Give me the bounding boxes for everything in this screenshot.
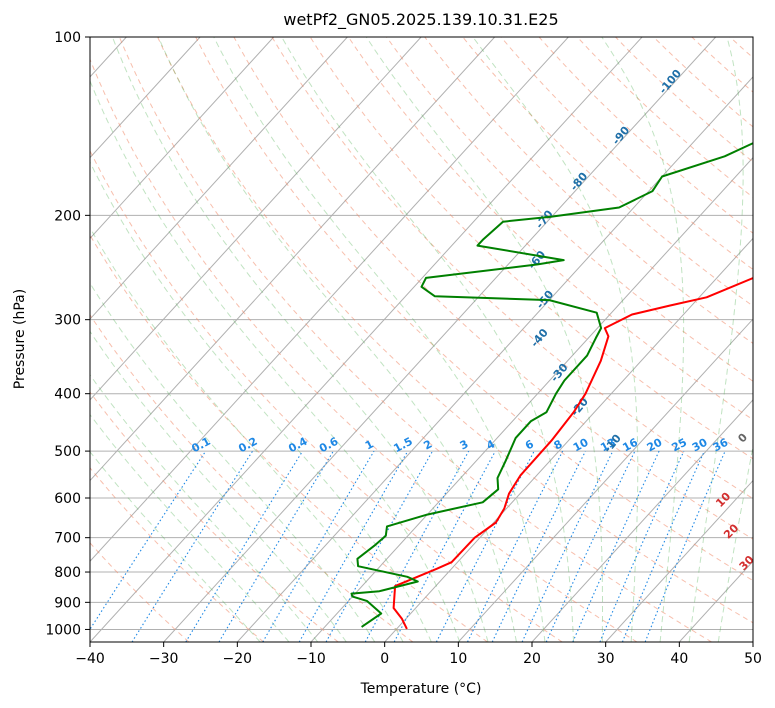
mixing-ratio-label: 16 bbox=[620, 436, 640, 455]
x-axis-label: Temperature (°C) bbox=[360, 681, 482, 697]
mixing-ratio-line bbox=[644, 450, 726, 642]
x-tick-label: 20 bbox=[523, 651, 541, 667]
x-tick-label: −10 bbox=[296, 651, 326, 667]
y-tick-label: 1000 bbox=[45, 622, 81, 638]
y-tick-label: 400 bbox=[54, 387, 81, 403]
moist-adiabat bbox=[688, 37, 744, 642]
mixing-ratio-line bbox=[90, 450, 207, 631]
moist-adiabat bbox=[90, 374, 319, 642]
dry-adiabat bbox=[90, 467, 264, 642]
mixing-ratio-line bbox=[599, 450, 685, 642]
y-tick-label: 100 bbox=[54, 30, 81, 46]
y-tick-label: 800 bbox=[54, 565, 81, 581]
moist-adiabat bbox=[472, 37, 639, 642]
moist-adiabat bbox=[90, 161, 432, 642]
dry-adiabat bbox=[233, 37, 753, 540]
y-axis: 100 200 300 400 500 600 700 800 900 1000 bbox=[45, 30, 90, 638]
y-tick-label: 200 bbox=[54, 208, 81, 224]
mixing-ratio-line bbox=[131, 450, 254, 642]
isotherm-line bbox=[90, 37, 496, 482]
mixing-ratio-label: 10 bbox=[571, 436, 591, 455]
x-tick-label: 10 bbox=[449, 651, 467, 667]
isotherm-line bbox=[457, 318, 753, 642]
isotherm-line bbox=[384, 237, 753, 642]
moist-adiabat bbox=[601, 37, 685, 642]
x-tick-label: 40 bbox=[670, 651, 688, 667]
isotherm-line bbox=[90, 37, 643, 642]
dry-adiabat bbox=[347, 37, 753, 421]
dry-adiabat bbox=[90, 234, 488, 642]
mixing-ratio-label: 30 bbox=[690, 436, 710, 455]
moist-adiabat bbox=[90, 282, 376, 642]
isotherm-line bbox=[90, 37, 348, 320]
mixing-ratio-label: 20 bbox=[645, 436, 665, 455]
dry-adiabat bbox=[157, 37, 753, 624]
mixing-ratio-line bbox=[621, 450, 705, 642]
dry-adiabat bbox=[90, 313, 414, 642]
moist-adiabat bbox=[90, 79, 461, 642]
chart-title: wetPf2_GN05.2025.139.10.31.E25 bbox=[283, 10, 558, 30]
isotherm-line bbox=[236, 76, 753, 642]
x-axis: −40 −30 −20 −10 0 10 20 30 40 50 bbox=[75, 642, 762, 667]
dewpoint-profile bbox=[350, 142, 753, 628]
isotherm-line bbox=[605, 479, 753, 642]
isotherm-line bbox=[90, 37, 275, 240]
mixing-ratio-line bbox=[572, 450, 660, 642]
mixing-ratio-line bbox=[325, 450, 433, 642]
profiles bbox=[350, 142, 753, 630]
mixing-ratio-line bbox=[467, 450, 564, 642]
mixing-ratio-line bbox=[393, 450, 496, 642]
x-tick-label: 30 bbox=[597, 651, 615, 667]
moist-adiabat bbox=[90, 330, 347, 642]
isotherm-line bbox=[310, 156, 753, 642]
x-tick-label: 0 bbox=[380, 651, 389, 667]
y-tick-label: 900 bbox=[54, 595, 81, 611]
x-tick-label: −30 bbox=[149, 651, 179, 667]
isotherm-line bbox=[90, 37, 201, 159]
dry-adiabat bbox=[386, 37, 753, 382]
background-lines bbox=[90, 37, 753, 642]
moist-adiabat bbox=[157, 37, 517, 642]
isotherm-line bbox=[531, 399, 753, 642]
dry-adiabat bbox=[195, 37, 753, 582]
y-tick-label: 700 bbox=[54, 531, 81, 547]
isotherm-line bbox=[90, 37, 422, 401]
isotherm-line bbox=[163, 37, 717, 642]
moist-adiabat bbox=[90, 226, 404, 642]
mixing-ratio-label: 36 bbox=[711, 436, 731, 455]
dry-adiabat bbox=[462, 37, 753, 307]
dry-adiabat bbox=[271, 37, 753, 500]
x-tick-label: 50 bbox=[744, 651, 762, 667]
mixing-ratio-label: 13 bbox=[598, 436, 618, 455]
x-tick-label: −40 bbox=[75, 651, 105, 667]
moist-adiabat bbox=[717, 444, 753, 642]
y-tick-label: 600 bbox=[54, 491, 81, 507]
mixing-ratio-line bbox=[364, 450, 470, 642]
moist-adiabat bbox=[281, 37, 575, 642]
y-tick-label: 300 bbox=[54, 313, 81, 329]
moist-adiabat bbox=[111, 37, 489, 642]
y-axis-label: Pressure (hPa) bbox=[12, 289, 28, 389]
isotherm-line bbox=[90, 37, 569, 562]
moist-adiabat bbox=[213, 37, 546, 642]
mixing-ratio-label: 25 bbox=[669, 436, 689, 455]
x-tick-label: −20 bbox=[223, 651, 253, 667]
dry-adiabat bbox=[90, 149, 563, 642]
y-tick-label: 500 bbox=[54, 444, 81, 460]
moist-adiabat bbox=[365, 37, 603, 642]
mixing-ratio-line bbox=[185, 450, 304, 642]
temperature-profile bbox=[392, 277, 753, 630]
plot-frame bbox=[89, 36, 754, 643]
